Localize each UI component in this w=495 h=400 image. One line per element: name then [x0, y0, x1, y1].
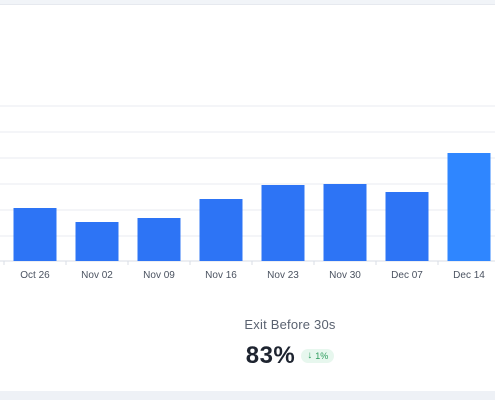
bar-oct-26[interactable] — [13, 208, 57, 261]
x-tick-label: Nov 23 — [267, 270, 299, 281]
bar-nov-09[interactable] — [137, 218, 181, 261]
x-tick-label: Nov 09 — [143, 270, 175, 281]
change-value: 1% — [315, 351, 329, 361]
x-tick-label: Nov 30 — [329, 270, 361, 281]
bottom-strip — [0, 391, 495, 400]
bar-nov-16[interactable] — [199, 199, 243, 261]
arrow-down-icon: ↓ — [307, 350, 313, 361]
metric-summary: Exit Before 30s 83% ↓ 1% — [0, 317, 495, 370]
x-axis-ticks: Oct 26 Nov 02 Nov 09 Nov 16 Nov 23 Nov 30 Dec … — [3, 261, 485, 281]
x-tick-label: Oct 26 — [20, 270, 50, 281]
bars — [13, 153, 491, 261]
change-badge: ↓ 1% — [301, 349, 335, 363]
metric-value: 83% — [245, 342, 296, 369]
x-tick-label: Nov 16 — [205, 270, 237, 281]
bar-dec-14[interactable] — [447, 153, 491, 261]
x-tick-label: Dec 14 — [453, 270, 485, 281]
bar-nov-02[interactable] — [75, 222, 119, 261]
bar-nov-30[interactable] — [323, 184, 367, 261]
metric-label: Exit Before 30s — [244, 317, 336, 332]
bar-chart: Oct 26 Nov 02 Nov 09 Nov 16 Nov 23 Nov 30 Dec … — [0, 105, 495, 281]
bar-dec-07[interactable] — [385, 192, 429, 261]
x-tick-label: Nov 02 — [81, 270, 113, 281]
bar-nov-23[interactable] — [261, 185, 305, 261]
x-tick-label: Dec 07 — [391, 270, 423, 281]
chart-card: Oct 26 Nov 02 Nov 09 Nov 16 Nov 23 Nov 30 Dec … — [0, 4, 495, 392]
